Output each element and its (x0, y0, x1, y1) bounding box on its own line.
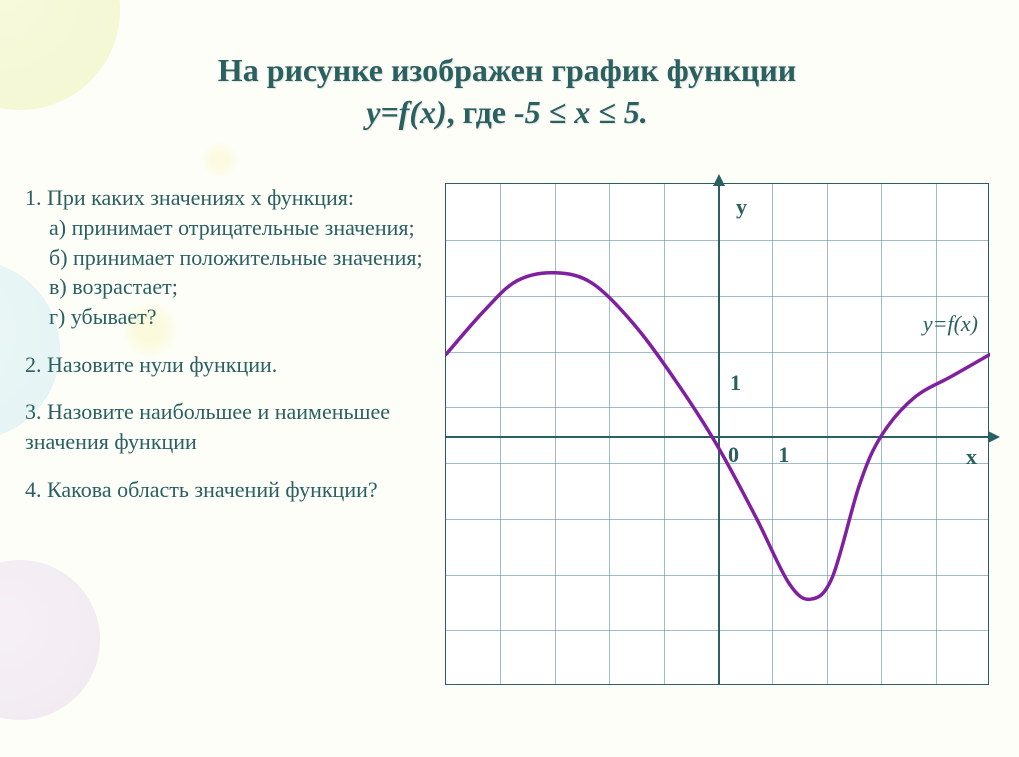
question-4: 4. Какова область значений функции? (25, 475, 425, 505)
question-3: 3. Назовите наибольшее и наименьшее знач… (25, 397, 425, 456)
title-function: у=f(x) (366, 94, 446, 130)
function-curve (446, 184, 990, 686)
q1a: а) принимает отрицательные значения; (25, 213, 425, 243)
q1c: в) возрастает; (25, 272, 425, 302)
question-2: 2. Назовите нули функции. (25, 350, 425, 380)
title-range: -5 ≤ х ≤ 5. (514, 94, 648, 130)
questions-panel: 1. При каких значениях х функция: а) при… (25, 183, 425, 685)
title-mid: , где (447, 94, 514, 130)
q1d: г) убывает? (25, 302, 425, 332)
q1b: б) принимает положительные значения; (25, 243, 425, 273)
question-1: 1. При каких значениях х функция: а) при… (25, 183, 425, 331)
function-graph: ух011y=f(x) (445, 183, 989, 685)
title-line1: На рисунке изображен график функции (218, 52, 796, 88)
slide-title: На рисунке изображен график функции у=f(… (25, 50, 989, 133)
q1-lead: 1. При каких значениях х функция: (25, 183, 425, 213)
